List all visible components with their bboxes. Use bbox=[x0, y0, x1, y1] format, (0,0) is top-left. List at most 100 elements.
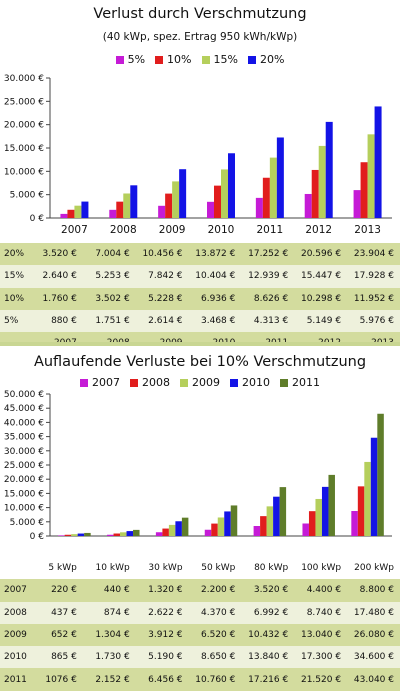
legend-label: 2011 bbox=[292, 376, 320, 389]
table-cell: 2.622 € bbox=[135, 601, 189, 624]
legend-label: 2010 bbox=[242, 376, 270, 389]
bar-10pct-2011 bbox=[262, 177, 270, 218]
table-cell: 2.614 € bbox=[135, 309, 189, 333]
chart-panel-verschmutzung: Verlust durch Verschmutzung (40 kWp, spe… bbox=[0, 0, 400, 355]
legend-label: 20% bbox=[259, 53, 285, 66]
table-row: 15% 2.640 €5.253 €7.842 €10.404 €12.939 €… bbox=[0, 265, 400, 288]
bar-2010-5-kWp bbox=[77, 533, 85, 536]
bar-2011-100-kWp bbox=[328, 474, 335, 536]
table-cell: 23.904 € bbox=[347, 243, 400, 266]
chart-subtitle: (40 kWp, spez. Ertrag 950 kWh/kWp) bbox=[102, 31, 298, 43]
table-cell: 3.468 € bbox=[188, 309, 242, 333]
y-tick-label: 25.000 € bbox=[4, 461, 44, 471]
bar-2008-50-kWp bbox=[211, 523, 218, 536]
bar-2007-10-kWp bbox=[107, 534, 114, 536]
table-cell: 43.040 € bbox=[347, 668, 400, 691]
bar-15pct-2007 bbox=[74, 205, 82, 218]
bar-2008-10-kWp bbox=[113, 533, 121, 536]
table-cell: 20.596 € bbox=[294, 243, 348, 266]
table-cell: 3.502 € bbox=[82, 287, 136, 310]
bar-2011-30-kWp bbox=[181, 517, 189, 536]
table-cell: 437 € bbox=[30, 601, 83, 624]
legend-swatch bbox=[230, 378, 238, 387]
bar-5pct-2007 bbox=[60, 213, 68, 218]
legend-swatch bbox=[155, 55, 164, 64]
y-tick-label: 15.000 € bbox=[4, 144, 44, 154]
x-tick-label: 2012 bbox=[305, 224, 332, 236]
table-cell: 2.640 € bbox=[30, 265, 83, 288]
bar-15pct-2010 bbox=[221, 169, 228, 218]
table-header-cell: 10 kWp bbox=[82, 557, 136, 580]
x-tick-label: 2011 bbox=[256, 224, 283, 236]
table-cell: 3.912 € bbox=[135, 623, 189, 647]
y-tick-label: 20.000 € bbox=[4, 121, 44, 131]
table-cell: 10.456 € bbox=[135, 243, 189, 266]
bar-chart-auflaufende-verluste: 0 € 5.000 € 10.000 € 15.000 € 20.000 € 25.000… bbox=[4, 390, 392, 540]
table-cell: 2.152 € bbox=[82, 668, 136, 691]
table-cell: 13.840 € bbox=[241, 646, 295, 669]
x-tick-label: 2008 bbox=[110, 224, 137, 236]
bar-2009-10-kWp bbox=[120, 532, 127, 536]
legend-item-2009: 2009 bbox=[180, 376, 220, 389]
table-row-label: 2009 bbox=[0, 623, 30, 647]
table-cell: 10.404 € bbox=[188, 265, 242, 288]
bar-2010-30-kWp bbox=[175, 521, 182, 536]
table-cell: 21.520 € bbox=[294, 668, 348, 691]
table-cell: 5.190 € bbox=[135, 646, 189, 669]
table-row-label: 2010 bbox=[0, 646, 30, 669]
table-cell: 17.300 € bbox=[294, 646, 348, 669]
bar-10pct-2008 bbox=[116, 201, 124, 218]
table-cell: 865 € bbox=[30, 646, 83, 669]
table-cell: 1.751 € bbox=[82, 309, 136, 333]
table-cell: 7.004 € bbox=[82, 243, 136, 266]
legend-swatch bbox=[80, 378, 88, 387]
bar-2009-80-kWp bbox=[266, 506, 274, 536]
bar-5pct-2008 bbox=[109, 209, 117, 218]
bar-2007-5-kWp bbox=[58, 535, 65, 536]
y-tick-label: 0 € bbox=[30, 214, 45, 224]
bar-20pct-2007 bbox=[81, 201, 89, 218]
bar-2011-200-kWp bbox=[377, 413, 384, 536]
bar-2007-80-kWp bbox=[253, 526, 261, 536]
table-cell: 4.370 € bbox=[188, 601, 242, 624]
bar-2007-100-kWp bbox=[302, 523, 309, 536]
legend-label: 5% bbox=[127, 53, 146, 66]
bar-2010-80-kWp bbox=[273, 496, 280, 536]
y-tick-label: 50.000 € bbox=[4, 390, 44, 400]
table-cell: 13.872 € bbox=[188, 243, 242, 266]
table-cell: 17.252 € bbox=[241, 243, 295, 266]
table-cell: 13.040 € bbox=[294, 623, 348, 647]
bar-2010-100-kWp bbox=[321, 486, 329, 536]
legend-swatch bbox=[247, 55, 256, 64]
bar-2008-30-kWp bbox=[162, 528, 169, 536]
table-header-cell: 100 kWp bbox=[294, 557, 348, 580]
legend-label: 10% bbox=[167, 53, 192, 66]
bar-20pct-2008 bbox=[130, 185, 138, 218]
legend-item-5-percent: 5% bbox=[115, 53, 146, 66]
table-row: 2007 220 €440 €1.320 €2.200 €3.520 €4.400… bbox=[0, 579, 400, 602]
legend-item-2007: 2007 bbox=[80, 376, 120, 389]
y-tick-label: 10.000 € bbox=[4, 167, 44, 177]
table-cell: 5.253 € bbox=[82, 265, 136, 288]
table-row-label: 2008 bbox=[0, 601, 30, 624]
table-cell: 10.298 € bbox=[294, 287, 348, 310]
legend-swatch bbox=[280, 378, 288, 387]
chart-title: Auflaufende Verluste bei 10% Verschmutzu… bbox=[33, 354, 367, 370]
table-cell: 11.952 € bbox=[347, 287, 400, 310]
table-cell: 10.432 € bbox=[241, 623, 295, 647]
x-tick-label: 2009 bbox=[159, 224, 186, 236]
legend-item-10-percent: 10% bbox=[155, 53, 192, 66]
chart-legend: 5% 10% 15% 20% bbox=[0, 53, 400, 66]
legend-swatch bbox=[201, 55, 210, 64]
chart-legend: 2007 2008 2009 2010 2011 bbox=[0, 376, 400, 389]
bar-2010-50-kWp bbox=[224, 511, 231, 536]
bar-2008-80-kWp bbox=[260, 516, 267, 536]
table-cell: 7.842 € bbox=[135, 265, 189, 288]
legend-item-2008: 2008 bbox=[130, 376, 170, 389]
table-header-cell: 5 kWp bbox=[30, 557, 83, 580]
y-tick-label: 35.000 € bbox=[4, 433, 44, 443]
bar-5pct-2010 bbox=[207, 201, 214, 218]
table-cell: 3.520 € bbox=[241, 579, 295, 602]
bar-15pct-2009 bbox=[172, 181, 180, 218]
table-cell: 2.200 € bbox=[188, 579, 242, 602]
